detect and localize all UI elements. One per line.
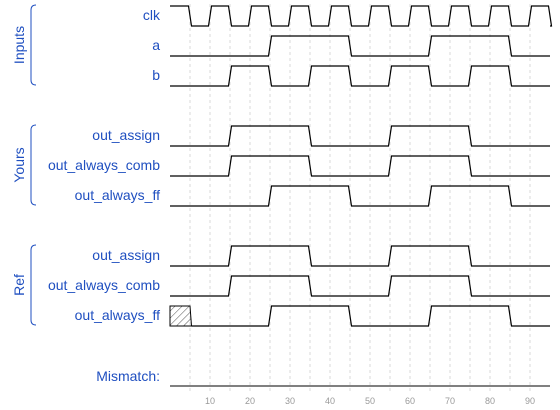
group-title: Inputs: [11, 26, 27, 64]
time-tick-label: 90: [525, 396, 535, 406]
signal-label-yours-out-always-comb: out_always_comb: [48, 157, 160, 173]
signal-label-yours-out-assign: out_assign: [92, 127, 160, 143]
time-grid: [170, 4, 550, 392]
group-title: Ref: [11, 274, 27, 296]
unknown-value-region: [169, 305, 193, 327]
group-bracket: [30, 4, 37, 86]
signal-traces: [169, 5, 553, 327]
signal-trace-yours-out-always-ff: [170, 185, 550, 207]
time-tick-label: 60: [405, 396, 415, 406]
signal-trace-inputs-clk: [170, 5, 553, 27]
time-tick-label: 30: [285, 396, 295, 406]
time-tick-label: 70: [445, 396, 455, 406]
group-inputs: Inputs: [11, 4, 37, 86]
group-bracket: [30, 244, 37, 326]
group-yours: Yours: [11, 124, 37, 206]
signal-label-a: a: [152, 37, 160, 53]
signal-trace-ref-out-always-comb: [170, 275, 550, 297]
signal-trace-ref-out-always-ff: [191, 305, 550, 327]
signal-label-clk: clk: [143, 7, 161, 23]
group-ref: Ref: [11, 244, 37, 326]
signal-trace-inputs-a: [170, 35, 550, 57]
time-tick-label: 40: [325, 396, 335, 406]
group-bracket: [30, 124, 37, 206]
mismatch-label: Mismatch:: [96, 368, 160, 384]
signal-trace-ref-out-assign: [170, 245, 550, 267]
signal-trace-yours-out-always-comb: [170, 155, 550, 177]
signal-trace-inputs-b: [170, 65, 550, 87]
time-tick-label: 10: [205, 396, 215, 406]
signal-label-ref-out-assign: out_assign: [92, 247, 160, 263]
signal-label-b: b: [152, 67, 160, 83]
time-tick-label: 50: [365, 396, 375, 406]
signal-trace-yours-out-assign: [170, 125, 550, 147]
signal-label-yours-out-always-ff: out_always_ff: [75, 187, 160, 203]
signal-label-ref-out-always-comb: out_always_comb: [48, 277, 160, 293]
signal-label-ref-out-always-ff: out_always_ff: [75, 307, 160, 323]
time-tick-label: 80: [485, 396, 495, 406]
time-tick-label: 20: [245, 396, 255, 406]
time-axis: 10 20 30 40 50 60 70 80 90: [205, 396, 535, 406]
group-title: Yours: [11, 147, 27, 182]
